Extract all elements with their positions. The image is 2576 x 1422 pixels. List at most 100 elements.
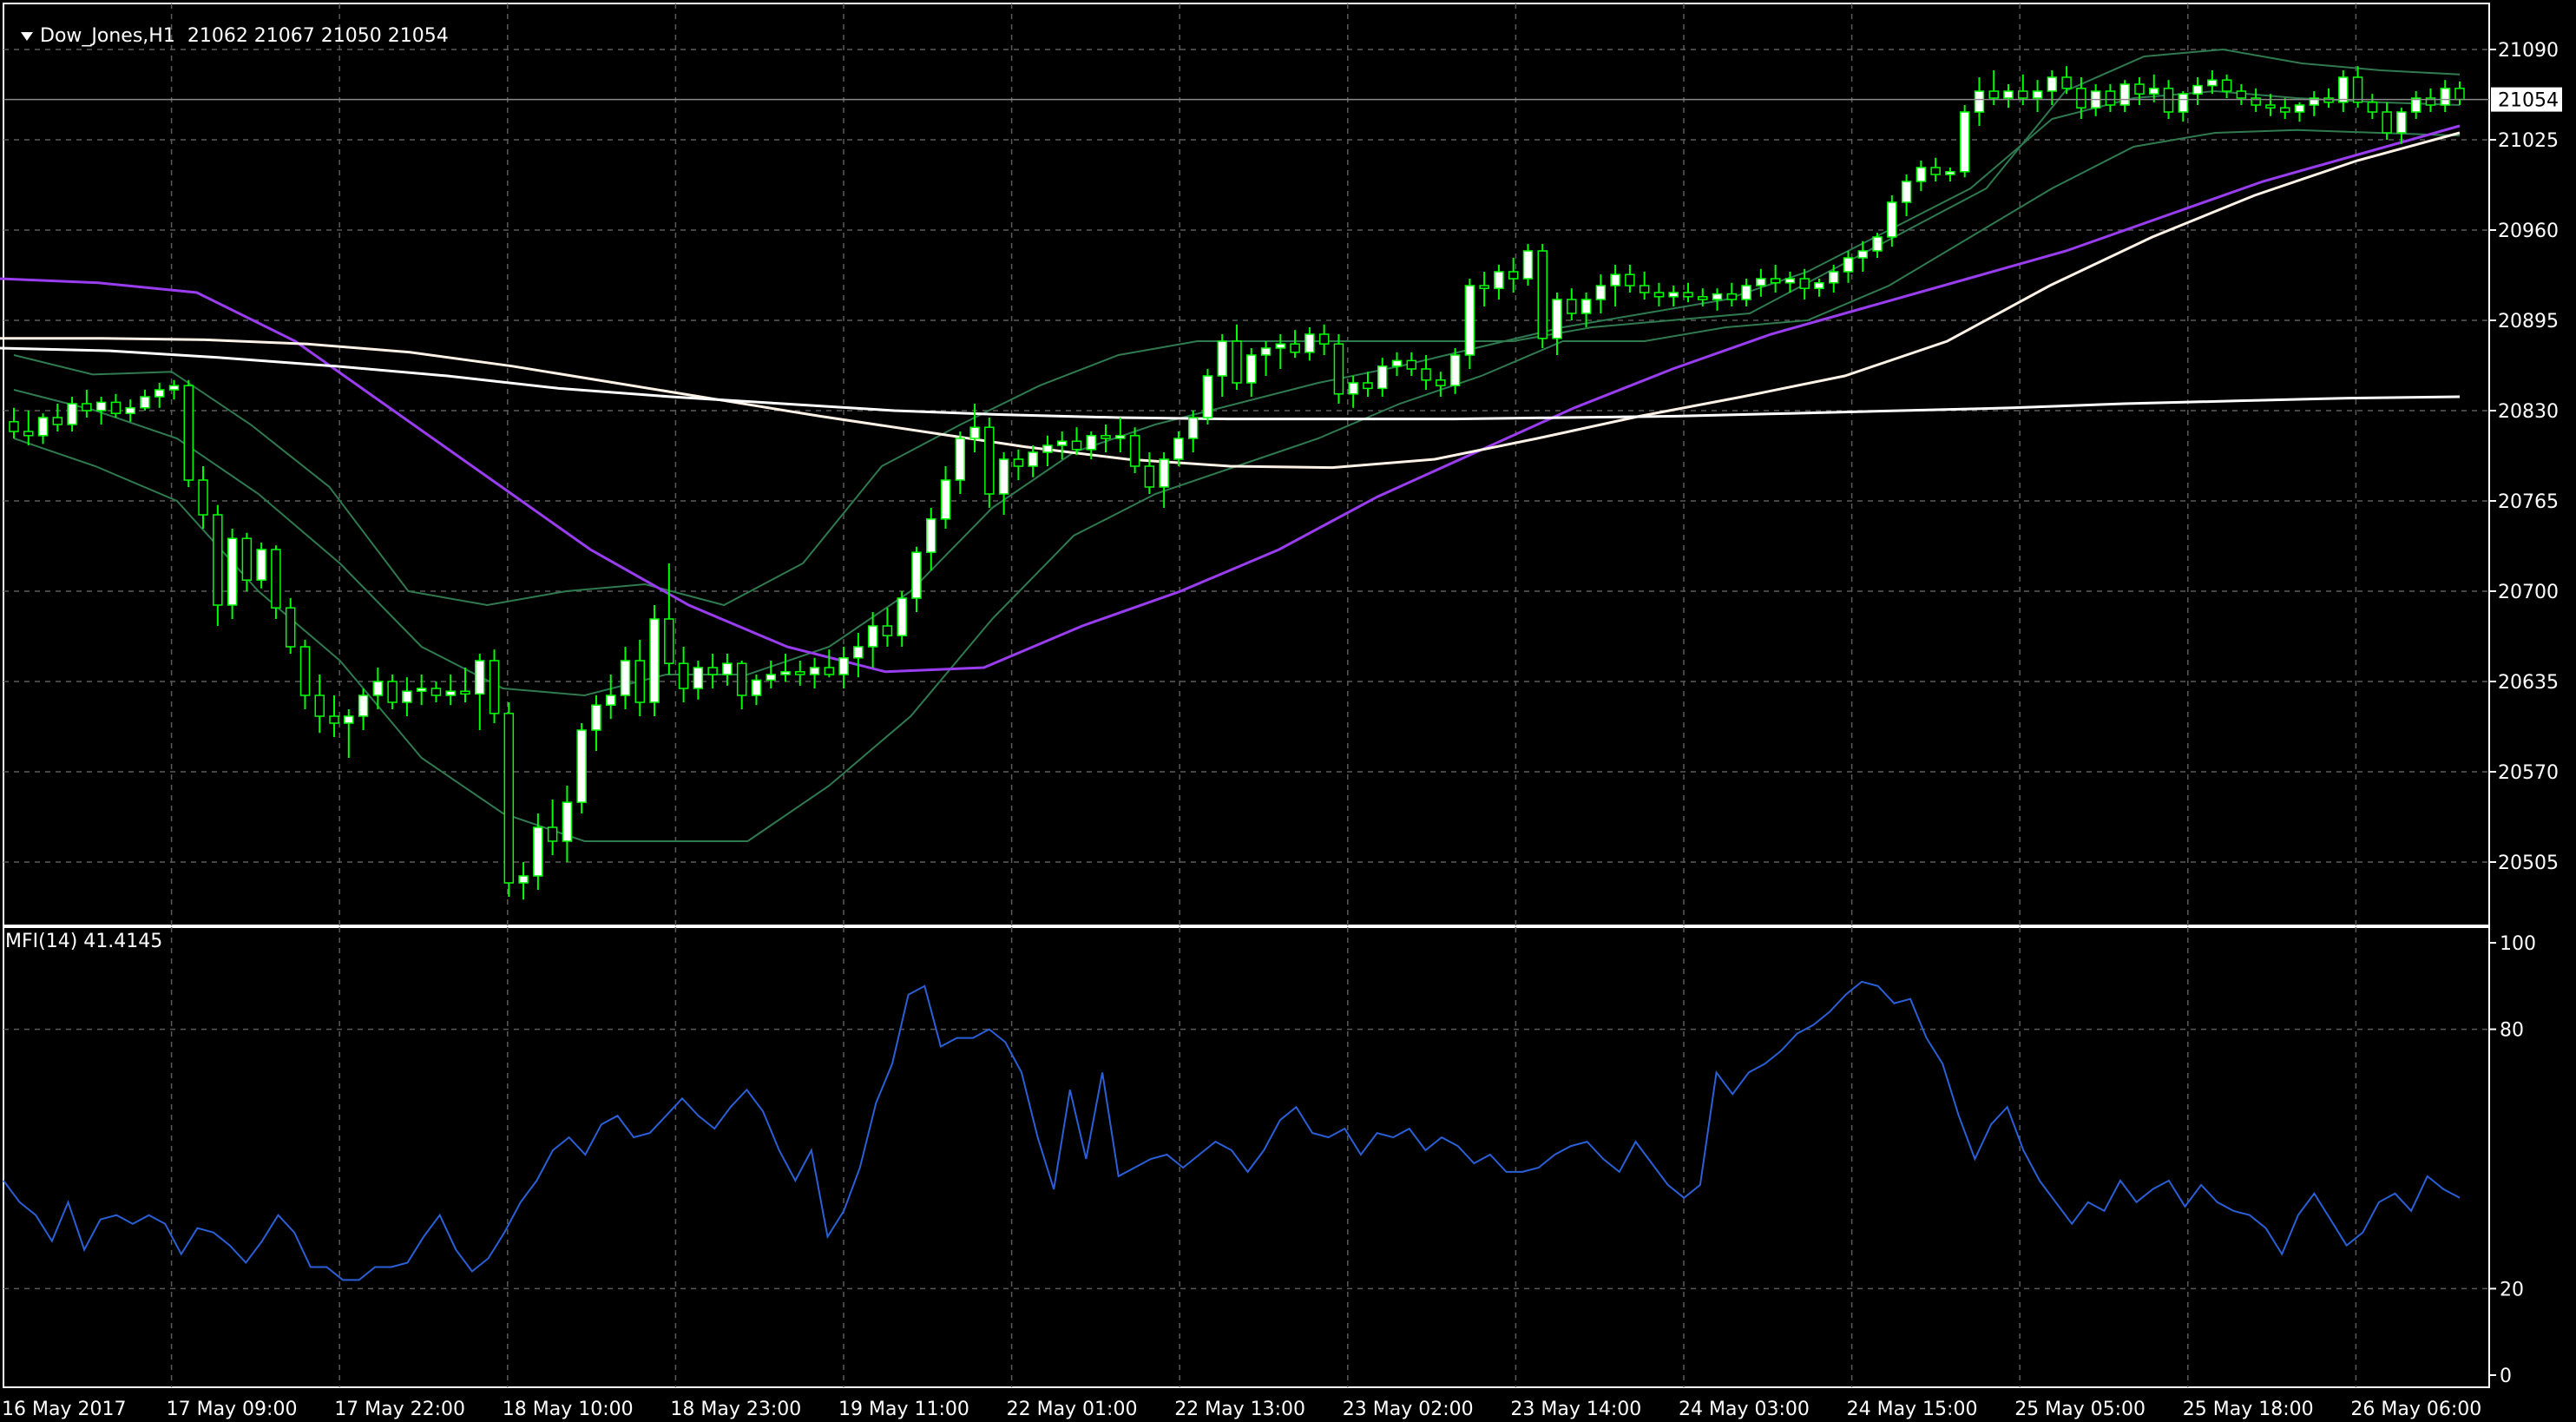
candle-bull (533, 826, 543, 877)
candle-bear (547, 826, 558, 842)
moving-average-line (0, 131, 2461, 470)
candle-bull (140, 396, 150, 409)
candle-bear (1653, 292, 1665, 298)
candle-bear (2236, 90, 2247, 99)
candle-bull (605, 695, 616, 706)
candle-bear (824, 667, 835, 675)
moving-average-line (0, 124, 2461, 674)
candle-bear (1639, 285, 1650, 293)
candle-bull (838, 657, 849, 675)
candle-bear (1930, 167, 1941, 175)
candle-bull (562, 801, 573, 842)
candle-bull (1959, 111, 1970, 173)
indicator-label: MFI(14) 41.4145 (5, 931, 163, 952)
time-axis-label: 19 May 11:00 (838, 1399, 969, 1420)
price-axis-label: 20505 (2498, 853, 2559, 874)
bollinger-band-middle (13, 89, 2461, 697)
candle-bull (154, 389, 165, 398)
candle-bull (1916, 167, 1927, 182)
time-axis-label: 18 May 23:00 (670, 1399, 801, 1420)
candle-bull (1377, 365, 1388, 390)
candle-bull (2003, 90, 2014, 99)
candle-bear (1144, 465, 1155, 488)
candle-bull (1552, 299, 1562, 339)
candle-bear (460, 690, 470, 695)
candle-bull (2294, 104, 2305, 113)
time-axis-label: 23 May 14:00 (1510, 1399, 1641, 1420)
candle-bull (1522, 250, 1534, 280)
candle-bear (882, 625, 893, 636)
candle-bear (707, 667, 718, 675)
candle-bull (67, 403, 77, 425)
price-axis-label: 21025 (2498, 130, 2559, 152)
candle-bear (285, 607, 296, 648)
price-axis-label: 21090 (2498, 40, 2559, 62)
current-price-box (2491, 87, 2562, 112)
ohlc-values: 21062 21067 21050 21054 (187, 25, 449, 47)
candle-bull (1784, 278, 1796, 284)
candle-bull (1391, 359, 1403, 367)
candle-bear (634, 660, 646, 703)
indicator-axis-label: 80 (2500, 1020, 2524, 1042)
time-axis-label: 25 May 05:00 (2014, 1399, 2146, 1420)
candle-bull (1449, 354, 1461, 386)
candle-bull (998, 458, 1009, 495)
candle-bull (722, 662, 733, 675)
candle-bull (256, 549, 266, 581)
candle-bear (198, 479, 208, 516)
candle-bear (314, 695, 325, 717)
candle-bear (1479, 285, 1489, 289)
candle-bear (503, 713, 515, 884)
candle-bull (125, 407, 135, 414)
candle-bear (1421, 368, 1431, 381)
candle-bull (1464, 285, 1475, 356)
candle-bear (1770, 278, 1781, 284)
candle-bear (1508, 271, 1519, 280)
candle-bear (387, 681, 398, 703)
candle-bear (2105, 90, 2116, 106)
price-axis-label: 20700 (2498, 582, 2559, 603)
candle-bear (241, 537, 253, 581)
candle-bear (23, 431, 34, 437)
candle-bear (2221, 79, 2232, 92)
candle-bear (1129, 435, 1140, 467)
candle-bull (1260, 347, 1272, 356)
candle-bull (372, 681, 384, 696)
candle-bear (1537, 250, 1548, 339)
candle-bear (1013, 458, 1024, 467)
time-axis-label: 23 May 02:00 (1343, 1399, 1474, 1420)
candle-bull (1580, 299, 1592, 314)
candle-bull (37, 417, 49, 437)
candle-bull (344, 715, 354, 724)
time-axis-label: 26 May 06:00 (2350, 1399, 2481, 1420)
candle-bull (402, 690, 412, 703)
candle-bear (1363, 382, 1373, 390)
candle-bull (591, 704, 601, 731)
candle-bull (416, 688, 427, 692)
dropdown-arrow-icon[interactable] (21, 32, 33, 41)
main-panel-frame (3, 3, 2490, 926)
candle-bull (2396, 111, 2407, 134)
candle-bull (2119, 83, 2130, 106)
candle-bull (1115, 435, 1126, 439)
time-axis-label: 17 May 22:00 (334, 1399, 465, 1420)
candle-bull (649, 618, 660, 703)
candle-bull (1974, 90, 1985, 113)
candle-bear (2454, 88, 2465, 101)
candle-bull (1275, 343, 1286, 349)
candle-bear (1232, 340, 1242, 384)
candle-bear (1290, 343, 1300, 353)
candle-bull (1945, 171, 1955, 175)
candle-bull (853, 646, 864, 659)
mfi-line (3, 980, 2461, 1281)
candle-bull (2207, 79, 2218, 87)
candle-bear (1071, 440, 1082, 451)
candle-bull (1246, 354, 1257, 384)
candle-bear (1406, 359, 1417, 370)
candle-bull (1712, 293, 1723, 300)
candle-bull (1843, 257, 1854, 273)
candle-bear (2367, 102, 2378, 113)
candle-bull (2309, 97, 2320, 106)
candle-bull (1348, 382, 1358, 395)
